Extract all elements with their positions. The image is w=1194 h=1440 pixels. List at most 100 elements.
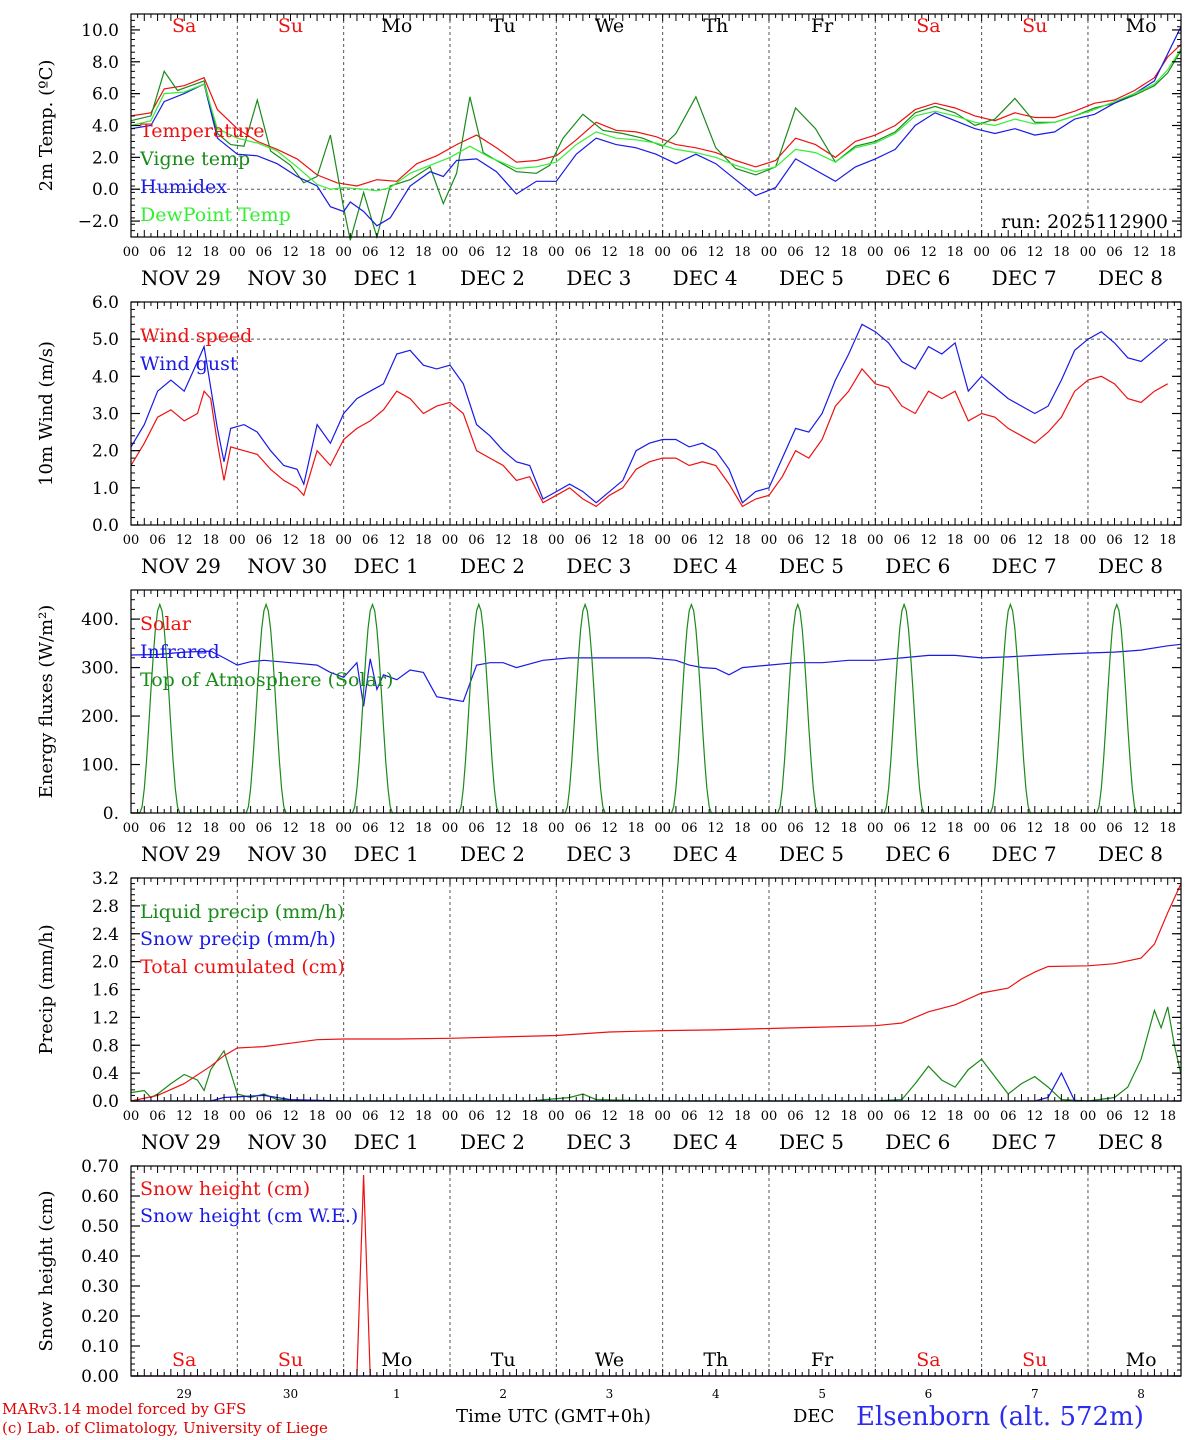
- hour-tick-label: 06: [362, 533, 379, 548]
- date-label: DEC 7: [992, 266, 1057, 290]
- hour-tick-label: 00: [335, 533, 352, 548]
- day-number-label: 4: [712, 1387, 720, 1401]
- hour-tick-label: 00: [123, 821, 140, 836]
- hour-tick-label: 06: [575, 245, 592, 260]
- legend-label: Top of Atmosphere (Solar): [140, 669, 393, 691]
- hour-tick-label: 18: [947, 533, 964, 548]
- hour-tick-label: 06: [468, 1109, 485, 1124]
- hour-tick-label: 06: [787, 821, 804, 836]
- date-label: NOV 30: [247, 1130, 327, 1154]
- hour-tick-label: 00: [1080, 821, 1097, 836]
- hour-tick-label: 18: [734, 1109, 751, 1124]
- hour-tick-label: 18: [1053, 533, 1070, 548]
- y-tick-label: 0.8: [92, 1036, 119, 1056]
- day-number-label: 5: [818, 1387, 826, 1401]
- y-tick-label: 0.4: [92, 1064, 119, 1084]
- hour-tick-label: 00: [548, 533, 565, 548]
- y-tick-label: 4.0: [92, 367, 119, 387]
- panel-precip: Liquid precip (mm/h) Snow precip (mm/h) To…: [36, 869, 1182, 1154]
- hour-tick-label: 06: [362, 245, 379, 260]
- date-label: DEC 8: [1098, 266, 1163, 290]
- plot-frame: [130, 589, 1182, 814]
- hour-tick-label: 06: [256, 821, 273, 836]
- hour-tick-label: 00: [867, 245, 884, 260]
- weekday-label: Th: [703, 15, 728, 37]
- date-label: DEC 7: [992, 842, 1057, 866]
- hour-tick-label: 00: [442, 1109, 459, 1124]
- y-tick-label: 0.0: [92, 1092, 119, 1112]
- hour-tick-label: 18: [1159, 821, 1176, 836]
- hour-tick-label: 00: [654, 1109, 671, 1124]
- station-label: Elsenborn (alt. 572m): [856, 1402, 1144, 1432]
- day-number-label: 8: [1137, 1387, 1145, 1401]
- legend-label: Wind speed: [140, 325, 252, 347]
- date-label: DEC 4: [673, 1130, 738, 1154]
- y-tick-label: 0.40: [81, 1247, 119, 1267]
- hour-tick-label: 00: [123, 533, 140, 548]
- y-tick-label: 0.10: [81, 1337, 119, 1357]
- legend-label: Infrared: [140, 641, 220, 663]
- hour-tick-label: 18: [1159, 245, 1176, 260]
- hour-tick-label: 12: [495, 245, 512, 260]
- hour-tick-label: 12: [495, 533, 512, 548]
- y-tick-label: 0.0: [92, 516, 119, 536]
- hour-tick-label: 12: [176, 245, 193, 260]
- date-label: DEC 1: [354, 842, 419, 866]
- hour-tick-label: 12: [814, 533, 831, 548]
- series-line-dewpoint-temp: [130, 48, 1182, 192]
- hour-tick-label: 18: [840, 245, 857, 260]
- hour-tick-label: 18: [840, 821, 857, 836]
- y-tick-label: 6.0: [92, 293, 119, 313]
- hour-tick-label: 00: [973, 1109, 990, 1124]
- series-line-humidex: [130, 26, 1182, 227]
- series-line-wind-gust: [130, 323, 1169, 504]
- panel-energy: Solar Infrared Top of Atmosphere (Solar) 0.…: [36, 589, 1182, 866]
- weekday-label: Tu: [491, 1349, 516, 1371]
- date-label: DEC 2: [460, 1130, 525, 1154]
- hour-tick-label: 18: [521, 533, 538, 548]
- hour-tick-label: 00: [654, 245, 671, 260]
- series-line-temperature: [130, 43, 1182, 187]
- hour-tick-label: 00: [761, 533, 778, 548]
- legend-label: Snow height (cm W.E.): [140, 1205, 358, 1227]
- hour-tick-label: 06: [256, 1109, 273, 1124]
- hour-tick-label: 00: [973, 533, 990, 548]
- y-tick-label: −2.0: [78, 212, 119, 232]
- date-label: NOV 29: [141, 266, 221, 290]
- legend-label: Temperature: [140, 120, 264, 142]
- hour-tick-label: 00: [335, 821, 352, 836]
- date-label: DEC 2: [460, 266, 525, 290]
- hour-tick-label: 00: [442, 533, 459, 548]
- hour-tick-label: 18: [840, 533, 857, 548]
- hour-tick-label: 12: [495, 1109, 512, 1124]
- date-label: DEC 5: [779, 266, 844, 290]
- series-line-top-of-atmosphere-solar-: [131, 602, 1181, 814]
- hour-tick-label: 12: [1027, 533, 1044, 548]
- hour-tick-label: 06: [681, 245, 698, 260]
- hour-tick-label: 06: [468, 533, 485, 548]
- date-label: DEC 1: [354, 554, 419, 578]
- date-label: DEC 2: [460, 554, 525, 578]
- hour-tick-label: 12: [1133, 821, 1150, 836]
- y-tick-label: 10.0: [81, 21, 119, 41]
- hour-tick-label: 12: [920, 533, 937, 548]
- hour-tick-label: 12: [282, 245, 299, 260]
- panel-wind: Wind speed Wind gust 0.0 1.0 2.0 3.0 4.0 5.0 6.0…: [36, 293, 1182, 578]
- series-line-wind-speed: [130, 367, 1168, 508]
- y-tick-label: 1.6: [92, 981, 119, 1001]
- hour-tick-label: 18: [628, 1109, 645, 1124]
- date-label: DEC 3: [566, 1130, 631, 1154]
- hour-tick-label: 12: [601, 1109, 618, 1124]
- y-tick-label: 2.4: [92, 925, 119, 945]
- date-label: DEC 1: [354, 1130, 419, 1154]
- hour-tick-label: 12: [389, 245, 406, 260]
- hour-tick-label: 12: [814, 1109, 831, 1124]
- hour-tick-label: 06: [256, 245, 273, 260]
- hour-tick-label: 06: [575, 1109, 592, 1124]
- hour-tick-label: 12: [601, 821, 618, 836]
- hour-tick-label: 18: [521, 821, 538, 836]
- y-tick-label: 0.70: [81, 1157, 119, 1177]
- hour-tick-label: 12: [814, 821, 831, 836]
- hour-tick-label: 18: [947, 821, 964, 836]
- hour-tick-label: 00: [229, 821, 246, 836]
